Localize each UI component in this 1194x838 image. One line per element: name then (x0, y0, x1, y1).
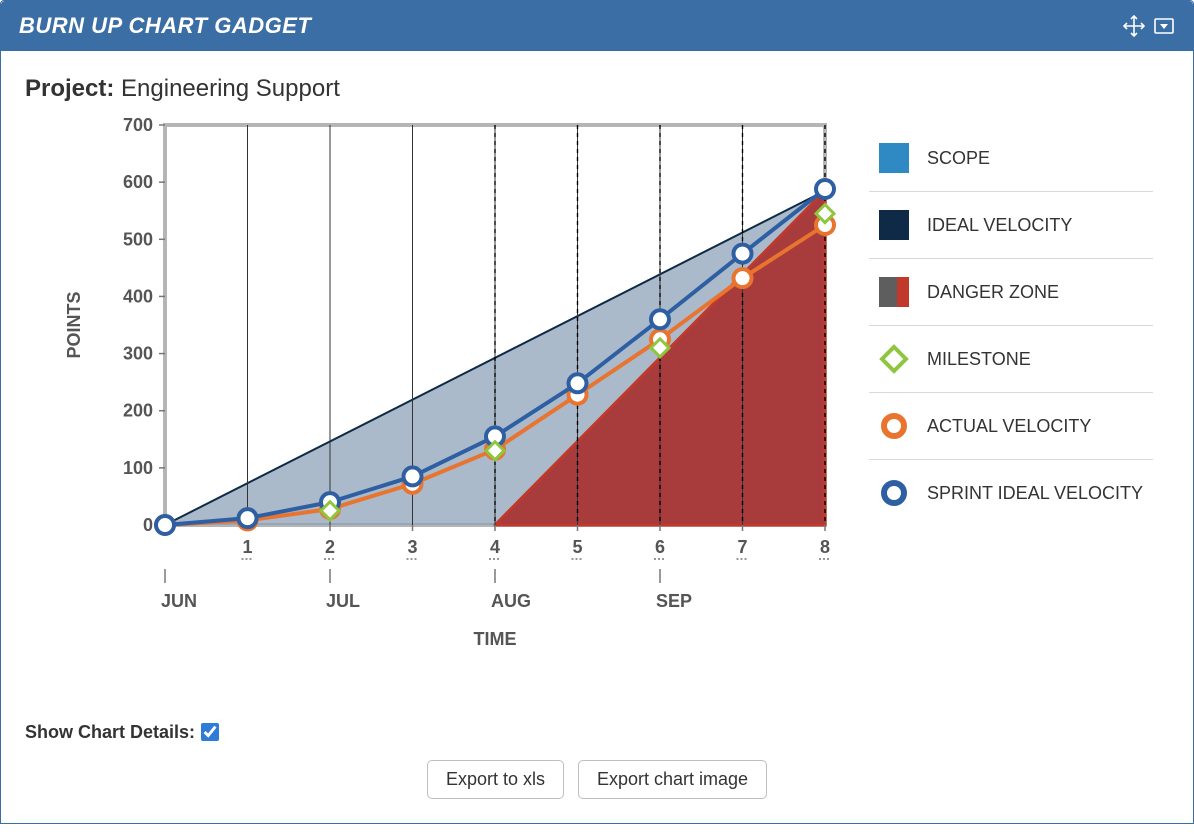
svg-text:2: 2 (325, 537, 335, 557)
legend-item-actual_velocity: ACTUAL VELOCITY (869, 393, 1153, 460)
project-label: Project: (25, 75, 114, 102)
ideal_velocity-swatch (879, 210, 909, 240)
svg-text:8: 8 (820, 537, 830, 557)
svg-text:SEP: SEP (656, 591, 692, 611)
svg-text:AUG: AUG (491, 591, 531, 611)
milestone-label: MILESTONE (927, 348, 1031, 371)
legend-item-sprint_ideal_velocity: SPRINT IDEAL VELOCITY (869, 460, 1153, 526)
svg-text:600: 600 (123, 172, 153, 192)
danger_zone-label: DANGER ZONE (927, 281, 1059, 304)
svg-text:1: 1 (242, 537, 252, 557)
gadget-header: BURN UP CHART GADGET (1, 1, 1193, 51)
controls: Show Chart Details: Export to xls Export… (25, 720, 1169, 805)
gadget-body: Project: Engineering Support 0 100 200 300 4… (1, 51, 1193, 823)
chart-row: 0 100 200 300 400 500 600 700 1 2 3 4 5 6 7 8 JUN JUL AUG S… (25, 115, 1169, 700)
show-chart-details: Show Chart Details: (25, 720, 1169, 744)
chart-wrap: 0 100 200 300 400 500 600 700 1 2 3 4 5 6 7 8 JUN JUL AUG S… (25, 115, 845, 700)
svg-text:0: 0 (143, 515, 153, 535)
burnup-chart: 0 100 200 300 400 500 600 700 1 2 3 4 5 6 7 8 JUN JUL AUG S… (25, 115, 845, 695)
svg-text:5: 5 (572, 537, 582, 557)
gadget-container: BURN UP CHART GADGET (0, 0, 1194, 824)
legend: SCOPE IDEAL VELOCITY DANGER ZONE MILESTONE A… (869, 125, 1153, 526)
svg-text:200: 200 (123, 401, 153, 421)
sprint_ideal_velocity-swatch (879, 478, 909, 508)
svg-text:4: 4 (490, 537, 500, 557)
scope-label: SCOPE (927, 147, 990, 170)
svg-text:JUN: JUN (161, 591, 197, 611)
legend-item-milestone: MILESTONE (869, 326, 1153, 393)
project-line: Project: Engineering Support (25, 75, 1169, 103)
ideal_velocity-label: IDEAL VELOCITY (927, 214, 1072, 237)
sprint_ideal_velocity-label: SPRINT IDEAL VELOCITY (927, 482, 1143, 505)
svg-text:700: 700 (123, 115, 153, 135)
svg-text:JUL: JUL (326, 591, 360, 611)
move-icon[interactable] (1123, 15, 1145, 37)
svg-text:3: 3 (407, 537, 417, 557)
svg-text:7: 7 (737, 537, 747, 557)
milestone-swatch (879, 344, 909, 374)
svg-text:400: 400 (123, 286, 153, 306)
project-name: Engineering Support (121, 75, 340, 102)
gadget-title: BURN UP CHART GADGET (19, 13, 311, 39)
scope-swatch (879, 143, 909, 173)
actual_velocity-swatch (879, 411, 909, 441)
svg-text:POINTS: POINTS (64, 291, 84, 358)
dropdown-icon[interactable] (1153, 15, 1175, 37)
svg-text:TIME: TIME (474, 629, 517, 649)
show-details-label: Show Chart Details: (25, 722, 195, 743)
legend-item-scope: SCOPE (869, 125, 1153, 192)
legend-item-ideal_velocity: IDEAL VELOCITY (869, 192, 1153, 259)
gadget-header-icons (1123, 15, 1175, 37)
export-buttons: Export to xls Export chart image (25, 760, 1169, 805)
danger_zone-swatch (879, 277, 909, 307)
svg-text:500: 500 (123, 229, 153, 249)
legend-item-danger_zone: DANGER ZONE (869, 259, 1153, 326)
svg-text:300: 300 (123, 344, 153, 364)
export-xls-button[interactable]: Export to xls (427, 760, 564, 799)
export-image-button[interactable]: Export chart image (578, 760, 767, 799)
actual_velocity-label: ACTUAL VELOCITY (927, 415, 1091, 438)
show-details-checkbox[interactable] (201, 723, 219, 741)
svg-text:6: 6 (655, 537, 665, 557)
svg-text:100: 100 (123, 458, 153, 478)
